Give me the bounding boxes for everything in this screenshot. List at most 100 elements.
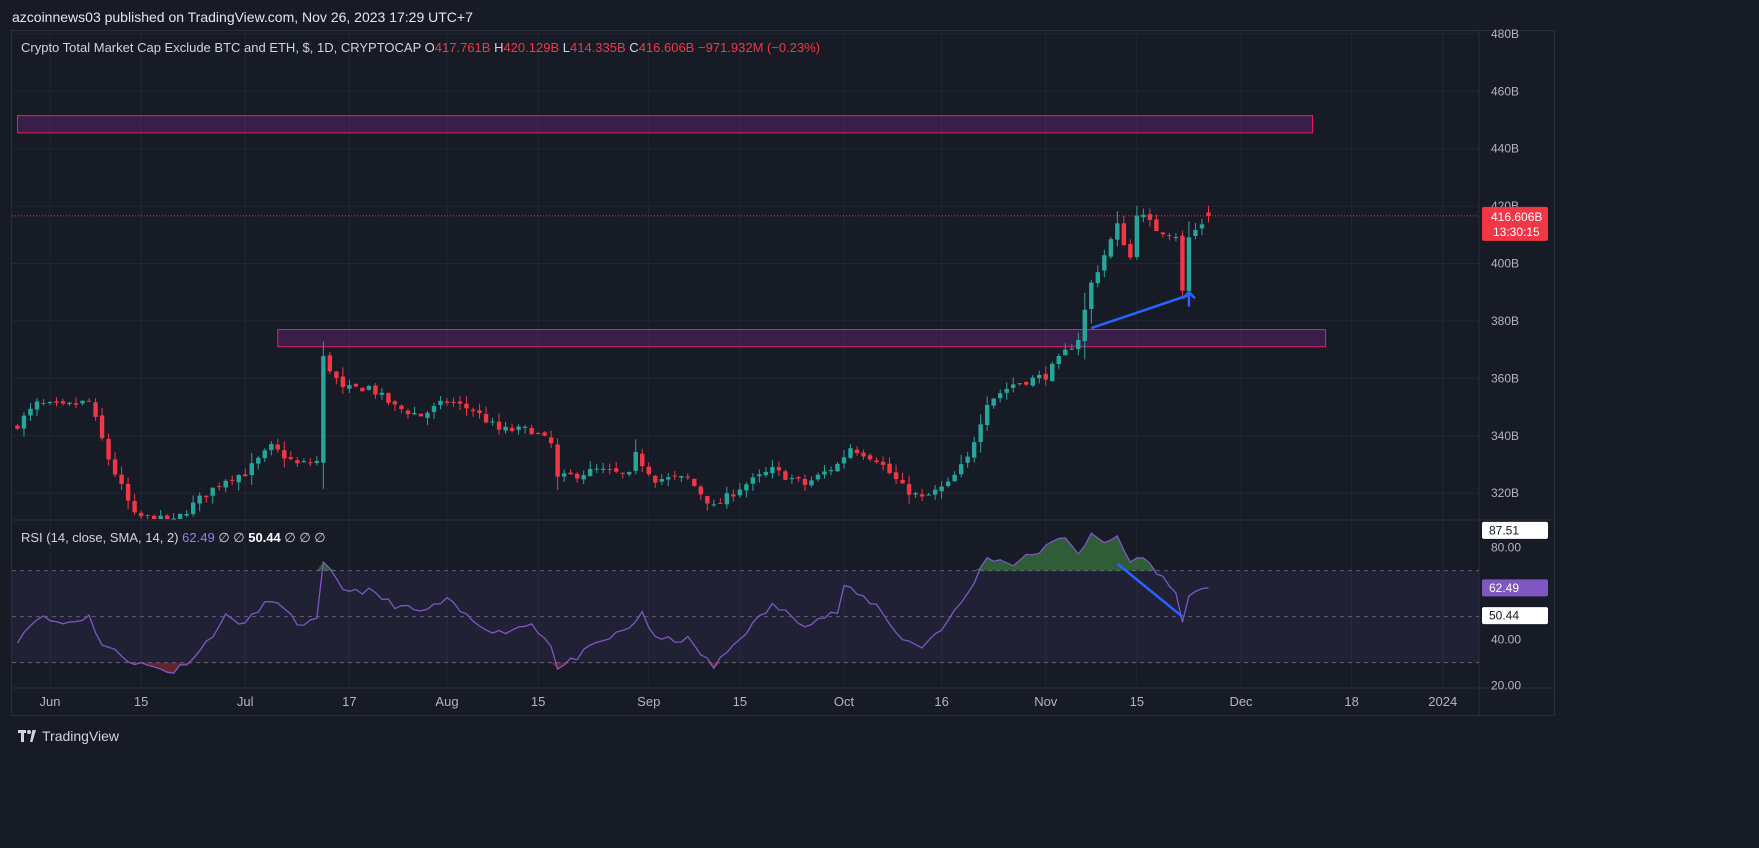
candle-body xyxy=(503,426,508,431)
candle-body xyxy=(321,356,326,463)
rsi-max-badge-bg xyxy=(1482,521,1548,539)
rsi-current-badge: 62.49 xyxy=(1489,581,1519,595)
symbol-legend[interactable]: Crypto Total Market Cap Exclude BTC and … xyxy=(21,40,820,55)
rsi-current-badge-bg xyxy=(1482,579,1548,597)
candle-body xyxy=(731,494,736,497)
candle-body xyxy=(659,479,664,482)
candle-body xyxy=(568,472,573,475)
price-tick-label: 340B xyxy=(1491,429,1519,443)
candle-body xyxy=(190,502,196,515)
candle-body xyxy=(770,467,775,474)
candle-body xyxy=(958,464,964,475)
time-tick-label: 18 xyxy=(1344,694,1358,709)
candle-body xyxy=(119,474,124,484)
candle-body xyxy=(679,476,684,478)
candle-body xyxy=(236,474,241,483)
time-tick-label: 15 xyxy=(134,694,148,709)
rsi-band xyxy=(12,570,1479,663)
candle-body xyxy=(926,494,931,496)
candle-body xyxy=(633,452,638,471)
candle-body xyxy=(373,385,378,395)
candle-body xyxy=(451,401,456,403)
candle-body xyxy=(587,468,593,477)
time-tick-label: Jun xyxy=(40,694,61,709)
candle-body xyxy=(243,474,248,477)
candle-body xyxy=(80,400,85,404)
candle-body xyxy=(230,479,235,481)
supply-demand-zones xyxy=(16,115,1327,348)
high-label: H xyxy=(494,40,504,55)
rsi-title[interactable]: RSI (14, close, SMA, 14, 2) xyxy=(21,530,179,545)
candle-body xyxy=(399,405,404,410)
candle-body xyxy=(815,474,821,480)
na-value: ∅ xyxy=(218,530,230,545)
candle-body xyxy=(1173,237,1179,239)
candle-body xyxy=(991,398,996,406)
candle-body xyxy=(41,402,46,404)
candle-body xyxy=(269,443,274,451)
candle-body xyxy=(1167,235,1172,237)
candle-body xyxy=(496,421,502,430)
candle-body xyxy=(15,425,20,429)
candle-body xyxy=(223,480,228,488)
candle-body xyxy=(392,401,398,405)
candle-body xyxy=(893,472,899,480)
na-value: ∅ xyxy=(284,530,296,545)
time-tick-label: Dec xyxy=(1229,694,1253,709)
time-tick-label: Aug xyxy=(435,694,458,709)
time-tick-label: 15 xyxy=(733,694,747,709)
rsi-legend[interactable]: RSI (14, close, SMA, 14, 2) 62.49 ∅ ∅ 50… xyxy=(21,530,326,546)
candle-countdown: 13:30:15 xyxy=(1493,225,1540,239)
footer: TradingView xyxy=(18,728,119,744)
candle-body xyxy=(509,427,515,431)
rsi-sma-badge-bg xyxy=(1482,607,1548,625)
candle-body xyxy=(106,438,111,460)
candle-body xyxy=(965,456,970,463)
candle-body xyxy=(197,495,202,504)
candle-body xyxy=(561,473,567,477)
candle-body xyxy=(646,466,651,475)
candle-body xyxy=(340,376,346,388)
arrow-up-icon xyxy=(1182,290,1196,300)
time-tick-label: 17 xyxy=(342,694,356,709)
candle-body xyxy=(425,412,430,418)
candle-body xyxy=(627,472,632,475)
symbol-title[interactable]: Crypto Total Market Cap Exclude BTC and … xyxy=(21,40,422,55)
time-tick-label: Jul xyxy=(237,694,254,709)
candle-body xyxy=(60,401,66,404)
candle-body xyxy=(984,404,990,426)
candle-body xyxy=(666,477,671,480)
candle-body xyxy=(1193,229,1198,236)
candle-body xyxy=(457,401,463,404)
rsi-tick-label: 40.00 xyxy=(1491,633,1521,647)
low-label: L xyxy=(562,40,570,55)
candle-body xyxy=(744,484,749,491)
candle-body xyxy=(1043,373,1048,380)
na-value: ∅ xyxy=(314,530,326,545)
price-zone xyxy=(16,115,1314,134)
candle-body xyxy=(555,444,560,477)
candle-body xyxy=(138,512,144,517)
candle-body xyxy=(288,457,294,460)
last-price-text: 416.606B xyxy=(1491,210,1542,224)
candle-body xyxy=(308,462,313,464)
candle-body xyxy=(672,475,677,477)
candle-body xyxy=(314,461,320,463)
candle-body xyxy=(529,428,534,435)
candle-body xyxy=(54,401,59,403)
candle-body xyxy=(828,470,834,472)
candle-body xyxy=(522,426,528,428)
candle-body xyxy=(600,468,606,470)
candle-body xyxy=(301,461,307,463)
publish-info: azcoinnews03 published on TradingView.co… xyxy=(12,9,473,25)
candle-body xyxy=(1076,339,1081,349)
low-value: 414.335B xyxy=(570,40,626,55)
candle-body xyxy=(21,415,27,429)
candle-body xyxy=(809,480,814,486)
candle-body xyxy=(763,471,769,476)
candle-body xyxy=(490,421,495,423)
candle-body xyxy=(386,393,391,403)
rsi-tick-label: 80.00 xyxy=(1491,541,1521,555)
chart-canvas[interactable]: 480B460B440B420B400B380B360B340B320B80.0… xyxy=(0,0,1568,756)
time-tick-label: 15 xyxy=(531,694,545,709)
